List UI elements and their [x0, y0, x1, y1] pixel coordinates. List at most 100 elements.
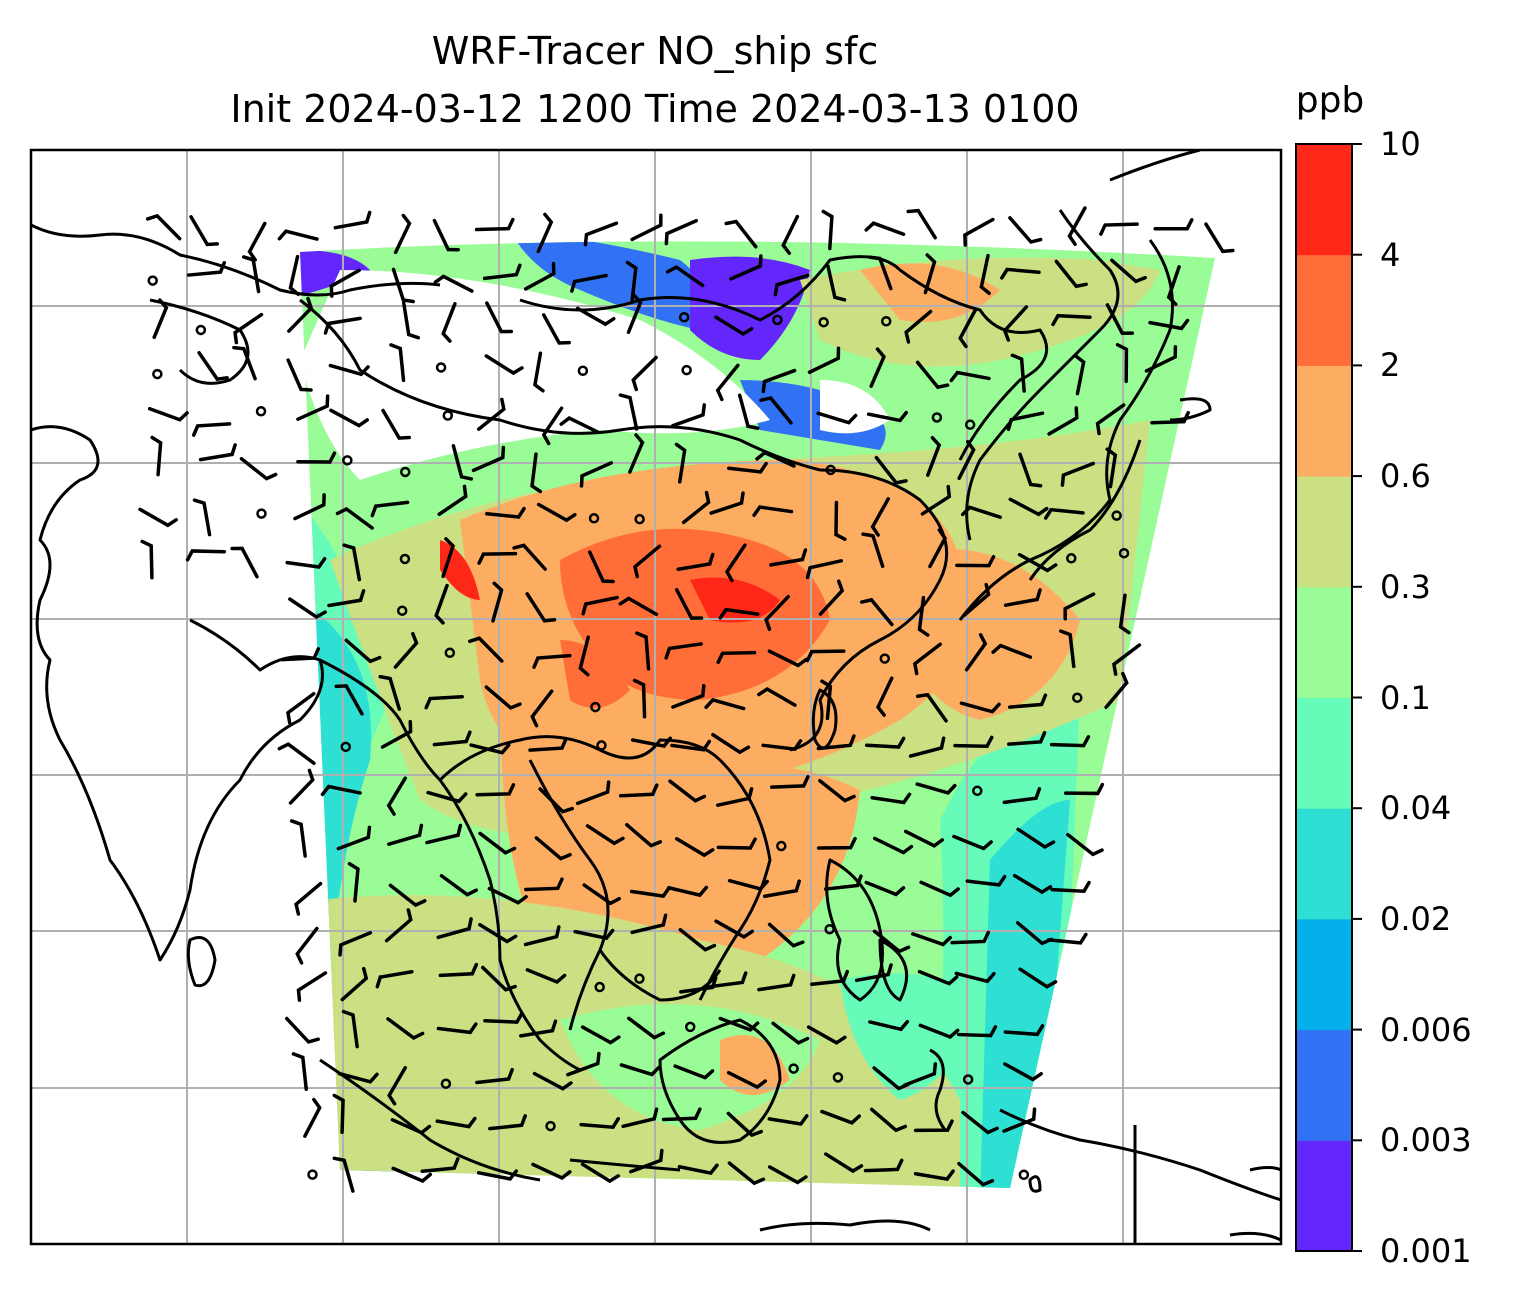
calm-wind-marker — [435, 362, 447, 373]
wind-barb — [327, 588, 366, 608]
wind-barb — [991, 643, 1033, 659]
calm-wind-marker — [399, 553, 411, 565]
wind-barb — [512, 543, 547, 571]
wind-barb — [670, 739, 712, 752]
wind-barb — [573, 928, 615, 941]
wind-barb — [386, 776, 407, 816]
wind-barb — [716, 650, 757, 665]
colorbar — [1296, 143, 1362, 1252]
wind-barb — [296, 451, 337, 464]
wind-barb — [426, 790, 468, 804]
wind-barb — [661, 1107, 702, 1122]
wind-barb — [475, 783, 516, 797]
wind-barb — [625, 260, 638, 302]
calm-wind-marker — [879, 653, 891, 664]
wind-barb — [285, 557, 327, 569]
wind-barb — [906, 208, 937, 240]
calm-wind-marker — [634, 513, 645, 525]
wind-barb — [491, 581, 504, 623]
wind-barb — [761, 739, 803, 751]
calm-wind-marker — [1072, 692, 1083, 703]
wind-barb — [528, 737, 568, 752]
calm-wind-marker — [577, 365, 589, 377]
wind-barb — [478, 831, 517, 855]
wind-barb — [718, 607, 760, 620]
wind-barb — [482, 263, 522, 281]
wind-barb — [771, 1021, 810, 1045]
calm-wind-marker — [1111, 510, 1122, 521]
wind-barb — [138, 507, 178, 528]
wind-barb — [737, 393, 760, 431]
wind-barb — [1012, 873, 1053, 895]
wind-barb — [475, 1067, 514, 1085]
wind-barb — [523, 261, 556, 291]
wind-barb — [389, 343, 406, 383]
wind-barb — [519, 1019, 558, 1038]
wind-barb — [533, 351, 545, 393]
colorbar-tick-label: 0.003 — [1380, 1121, 1472, 1160]
wind-barb — [708, 971, 748, 989]
wind-barb — [239, 457, 278, 481]
wind-barb — [805, 649, 846, 663]
wind-barb — [1074, 354, 1086, 396]
wind-barb — [532, 653, 572, 669]
calm-wind-marker — [681, 364, 692, 376]
wind-barb — [538, 787, 575, 814]
calm-wind-marker — [340, 741, 352, 753]
wind-barb — [531, 1162, 572, 1181]
figure-title-line1: WRF-Tracer NO_ship sfc — [431, 29, 879, 73]
wind-barb — [536, 212, 554, 254]
wind-barb — [393, 631, 419, 669]
calm-wind-marker — [825, 464, 836, 476]
wind-barb — [1166, 265, 1181, 307]
wind-barb — [913, 1169, 955, 1182]
wind-barb — [536, 502, 577, 523]
coastlines — [31, 150, 1281, 1244]
calm-wind-marker — [634, 973, 645, 984]
wind-barb — [1002, 787, 1042, 805]
wind-barb — [583, 221, 619, 247]
calm-wind-marker — [962, 1074, 974, 1085]
wind-barb — [1007, 730, 1047, 746]
calm-wind-marker — [256, 508, 267, 519]
wind-barb — [820, 1109, 862, 1125]
wind-barb — [1060, 461, 1095, 487]
wind-barb — [342, 543, 362, 582]
wind-barb — [781, 214, 800, 256]
wind-barb — [767, 1114, 809, 1126]
wind-barb — [621, 1107, 659, 1129]
wind-barb — [293, 493, 326, 521]
calm-wind-marker — [400, 466, 411, 478]
wind-barb — [433, 274, 474, 293]
wind-barb — [334, 684, 364, 716]
wind-barb — [626, 293, 643, 335]
wind-barb — [806, 1025, 847, 1045]
wind-barb — [580, 1025, 621, 1045]
wind-barb — [530, 689, 554, 728]
wind-barb — [752, 505, 794, 517]
wind-barb — [949, 370, 991, 383]
wind-barb — [575, 306, 616, 327]
wind-barb — [1051, 313, 1092, 327]
wind-barb — [335, 506, 374, 530]
wind-barb — [874, 455, 908, 485]
wind-barb — [1054, 259, 1088, 289]
wind-barb — [979, 253, 991, 295]
wind-barb — [198, 443, 237, 462]
wind-barb — [769, 775, 810, 789]
wind-barb — [674, 837, 715, 858]
wind-barb — [1003, 588, 1042, 607]
calm-wind-marker — [442, 410, 454, 421]
wind-barb — [485, 301, 514, 334]
wind-barb — [810, 969, 850, 986]
wind-barb — [665, 265, 705, 288]
calm-wind-marker — [588, 513, 600, 524]
wind-barb — [633, 544, 662, 579]
colorbar-segment — [1296, 1029, 1352, 1141]
wind-barb — [727, 878, 769, 891]
colorbar-segment — [1296, 144, 1352, 256]
wind-barb — [1064, 782, 1105, 796]
calm-wind-marker — [396, 605, 408, 616]
wind-barb — [186, 261, 226, 277]
wind-barb — [432, 218, 460, 252]
